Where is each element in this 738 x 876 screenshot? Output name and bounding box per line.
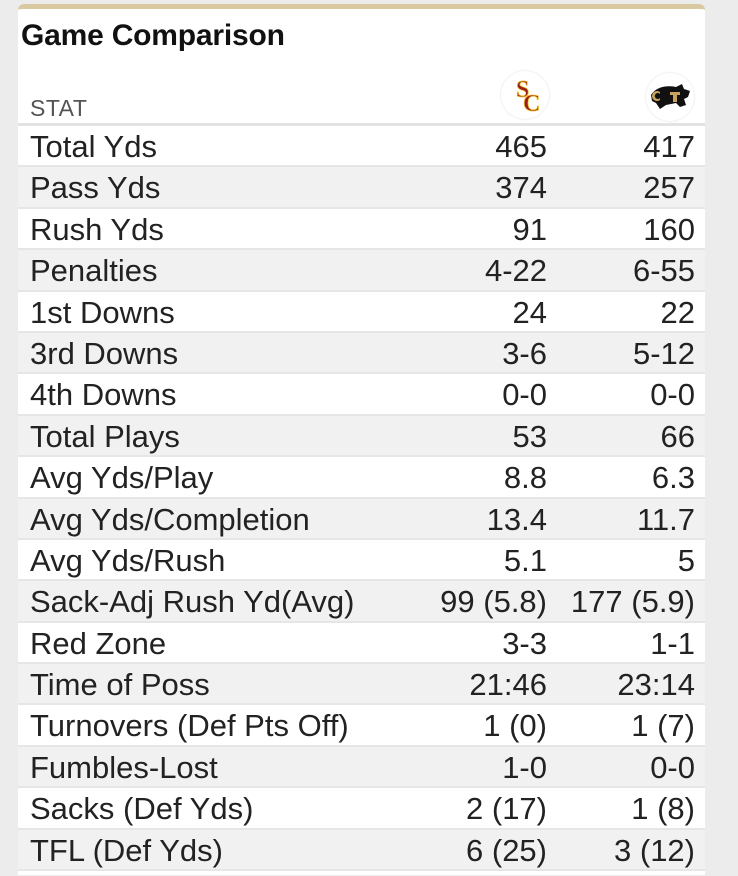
table-row: 3rd Downs 3-6 5-12 (18, 332, 705, 375)
table-row: Time of Poss 21:46 23:14 (18, 664, 705, 706)
table-header: STAT S C (18, 71, 705, 126)
stat-label: TFL (Def Yds) (30, 832, 223, 868)
stat-label: 3rd Downs (30, 335, 179, 371)
stat-label: 4th Downs (30, 377, 177, 413)
team2-value: 3 (12) (614, 832, 695, 868)
stat-label: Rush Yds (30, 211, 164, 247)
sc-logo-icon: S C (501, 71, 549, 119)
table-row: Total Yds 465 417 (18, 126, 705, 168)
team1-value: 8.8 (503, 460, 547, 496)
stat-label: Sack-Adj Rush Yd(Avg) (30, 584, 355, 620)
svg-text:C: C (523, 91, 540, 117)
team1-value: 99 (5.8) (440, 584, 547, 620)
table-row: Pass Yds 374 257 (18, 167, 705, 209)
team1-value: 1 (0) (483, 708, 547, 744)
team2-value: 5 (677, 542, 695, 578)
team2-value: 1 (8) (631, 791, 695, 827)
team1-value: 374 (495, 170, 547, 206)
table-row: Fumbles-Lost 1-0 0-0 (18, 746, 705, 789)
stat-label: Time of Poss (30, 667, 210, 703)
stat-label: Avg Yds/Completion (30, 501, 310, 537)
team1-value: 3-6 (502, 335, 547, 371)
team1-value: 21:46 (469, 667, 547, 703)
table-row: 1st Downs 24 22 (18, 292, 705, 333)
table-row: TFL (Def Yds) 6 (25) 3 (12) (18, 829, 705, 872)
team1-value: 2 (17) (466, 791, 547, 827)
table-row: Avg Yds/Completion 13.4 11.7 (18, 498, 705, 540)
stat-label: Avg Yds/Rush (30, 542, 226, 578)
card-title: Game Comparison (21, 19, 285, 52)
team1-value: 0-0 (502, 377, 547, 413)
team2-value: 1-1 (650, 625, 695, 661)
team1-value: 6 (25) (466, 832, 547, 868)
table-row: Turnovers (Def Pts Off) 1 (0) 1 (7) (18, 705, 705, 747)
game-comparison-card: Game Comparison STAT S C Total Yds 465 417… (18, 4, 705, 875)
stat-label: Total Yds (30, 129, 157, 164)
table-row: Avg Yds/Rush 5.1 5 (18, 540, 705, 582)
table-row: Sacks (Def Yds) 2 (17) 1 (8) (18, 788, 705, 830)
stat-label: Pass Yds (30, 170, 161, 206)
stat-label: Fumbles-Lost (30, 749, 218, 785)
stat-column-header: STAT (30, 95, 88, 121)
stat-label: Penalties (30, 253, 158, 289)
cu-buffalo-logo-icon (646, 73, 694, 121)
team2-value: 23:14 (617, 667, 695, 703)
team1-value: 24 (512, 294, 547, 330)
table-row: 4th Downs 0-0 0-0 (18, 374, 705, 416)
svg-text:S: S (516, 77, 529, 103)
team2-value: 0-0 (650, 749, 695, 785)
stat-label: Avg Yds/Play (30, 460, 214, 496)
team2-value: 11.7 (636, 501, 695, 537)
stat-label: 1st Downs (30, 294, 175, 330)
team2-value: 6.3 (651, 460, 695, 496)
stat-label: Turnovers (Def Pts Off) (30, 708, 349, 744)
team1-value: 1-0 (502, 749, 547, 785)
team1-value: 3-3 (502, 625, 547, 661)
table-row: Total Plays 53 66 (18, 415, 705, 458)
team1-value: 465 (495, 129, 547, 164)
table-row: Sack-Adj Rush Yd(Avg) 99 (5.8) 177 (5.9) (18, 581, 705, 623)
table-row: Penalties 4-22 6-55 (18, 250, 705, 292)
team2-value: 66 (660, 418, 695, 454)
team2-value: 160 (643, 211, 695, 247)
team2-value: 177 (5.9) (570, 584, 695, 620)
table-row: Red Zone 3-3 1-1 (18, 623, 705, 665)
stat-label: Total Plays (30, 418, 180, 454)
team2-value: 22 (660, 294, 695, 330)
team2-value: 1 (7) (631, 708, 695, 744)
stat-label: Red Zone (30, 625, 167, 661)
stats-table: Total Yds 465 417 Pass Yds 374 257 Rush Yds 91 1… (18, 126, 705, 872)
team2-value: 6-55 (632, 253, 695, 289)
table-row: Avg Yds/Play 8.8 6.3 (18, 457, 705, 499)
team1-value: 4-22 (484, 253, 547, 289)
table-row: Rush Yds 91 160 (18, 209, 705, 251)
team2-value: 257 (643, 170, 695, 206)
team2-value: 0-0 (650, 377, 695, 413)
team1-value: 53 (512, 418, 547, 454)
team2-value: 417 (643, 129, 695, 164)
team1-value: 5.1 (503, 542, 547, 578)
team1-value: 91 (512, 211, 547, 247)
stat-label: Sacks (Def Yds) (30, 791, 254, 827)
team2-value: 5-12 (632, 335, 695, 371)
team1-value: 13.4 (486, 501, 547, 537)
